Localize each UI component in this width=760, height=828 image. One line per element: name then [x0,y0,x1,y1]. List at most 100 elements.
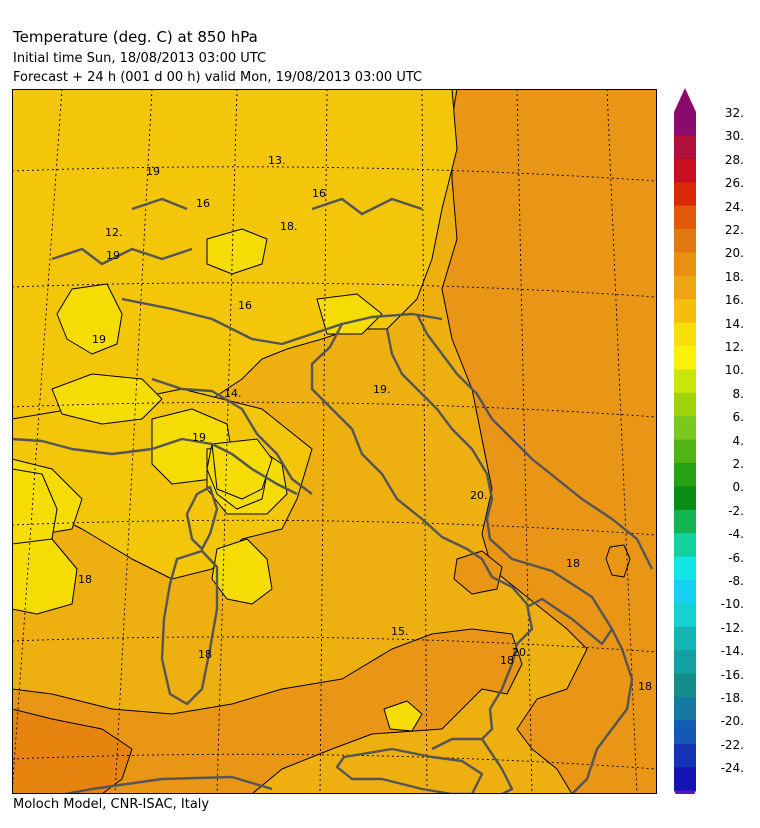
contour-label: 18 [566,557,580,570]
field-14-16-patch [12,538,78,615]
contour-label: 18 [500,654,514,667]
contour-label: 15. [391,625,409,638]
colorbar-swatch [674,182,696,206]
field-14-16-alps [206,228,268,275]
colorbar-swatch [674,392,696,417]
contour-label: 18. [280,220,298,233]
colorbar-tick-label: 30. [724,129,744,144]
contour-label: 19 [106,249,120,262]
colorbar-swatches [674,88,696,813]
colorbar-tick-label: -4. [728,527,744,542]
field-14-16-patch [51,373,163,425]
colorbar-swatch [674,205,696,230]
colorbar-swatch [674,697,696,721]
colorbar-swatch [674,650,696,674]
contour-label: 19 [192,431,206,444]
colorbar-tick-label: 0. [732,480,744,495]
field-20-22-patch [453,550,503,595]
contour-label: 19 [146,165,160,178]
colorbar-tick-label: -2. [728,503,744,518]
colorbar-swatch [674,112,696,136]
colorbar-tick-label: -18. [720,691,744,705]
contour-label: 13. [268,154,286,167]
contour-label: 16 [312,187,326,200]
colorbar-tick-label: 6. [732,410,744,425]
colorbar-tick-label: 12. [724,340,744,354]
map-frame [12,89,657,794]
colorbar-swatch [674,322,696,347]
colorbar-tick-label: 32. [724,106,744,120]
colorbar-swatch [674,767,696,791]
field-20-22-east [441,89,657,794]
colorbar-swatch [674,346,696,370]
colorbar-tick-label: 24. [724,199,744,214]
contour-label: 20. [512,646,530,659]
temperature-map: 13.19161618.12.19161919.14.1920.181815.1… [12,89,657,794]
contour-label: 12. [105,226,123,239]
contour-label: 18 [198,648,212,661]
colorbar-tick-label: -22. [720,737,744,752]
colorbar-tick-label: 14. [724,316,744,331]
colorbar-tick-label: -14. [720,644,744,659]
colorbar-tick-label: 4. [732,433,744,448]
model-credit: Moloch Model, CNR-ISAC, Italy [13,797,210,812]
colorbar-tick-label: -16. [720,667,744,682]
colorbar-swatch [674,626,696,651]
field-14-16-alps [316,293,383,335]
field-20-22-patch [605,544,631,578]
colorbar-swatch [674,275,696,300]
colorbar-swatch [674,158,696,183]
field-14-16-sardinia-area [211,538,273,605]
colorbar-swatch [674,299,696,323]
colorbar-swatch [674,580,696,604]
colorbar-swatch [674,720,696,745]
colorbar-tick-label: 22. [724,223,744,237]
contour-label: 20. [470,489,488,502]
colorbar [670,88,700,813]
forecast-validity-label: Forecast + 24 h (001 d 00 h) valid Mon, … [13,70,423,85]
colorbar-swatch [674,229,696,253]
colorbar-swatch [674,463,696,487]
colorbar-tick-label: 2. [732,457,744,471]
contour-label: 16 [238,299,252,312]
colorbar-tick-label: -24. [720,761,744,776]
colorbar-tick-label: 8. [732,386,744,401]
colorbar-tick-label: -6. [728,550,744,565]
contour-label: 18 [638,680,652,693]
colorbar-swatch [674,509,696,534]
colorbar-swatch [674,135,696,160]
contour-label: 18 [78,573,92,586]
coastlines [12,197,654,794]
field-22-24 [12,708,133,794]
colorbar-tick-label: 26. [724,176,744,191]
field-14-16-patch [383,700,423,732]
colorbar-tick-label: -12. [720,620,744,635]
contour-label: 16 [196,197,210,210]
colorbar-tick-label: -20. [720,714,744,729]
colorbar-swatch [674,369,696,394]
field-20-22-southwest [12,628,523,794]
colorbar-tick-label: -8. [728,574,744,588]
colorbar-swatch [674,486,696,511]
colorbar-swatch [674,416,696,440]
colorbar-tick-label: 18. [724,269,744,284]
colorbar-tick-label: 10. [724,363,744,378]
colorbar-swatch [674,533,696,557]
initial-time-label: Initial time Sun, 18/08/2013 03:00 UTC [13,51,267,66]
colorbar-tick-label: -10. [720,597,744,612]
colorbar-swatch [674,743,696,768]
colorbar-over-arrow [674,88,696,112]
colorbar-tick-label: 28. [724,152,744,167]
colorbar-swatch [674,439,696,464]
colorbar-swatch [674,556,696,581]
colorbar-tick-label: 20. [724,246,744,261]
colorbar-swatch [674,673,696,698]
chart-title: Temperature (deg. C) at 850 hPa [13,28,258,46]
field-14-16-alps [56,283,123,355]
colorbar-tick-label: 16. [724,293,744,308]
colorbar-under-arrow [674,790,696,813]
colorbar-swatch [674,252,696,277]
contour-label: 19 [92,333,106,346]
field-16-18-west [12,388,313,580]
contour-label: 14. [224,387,242,400]
